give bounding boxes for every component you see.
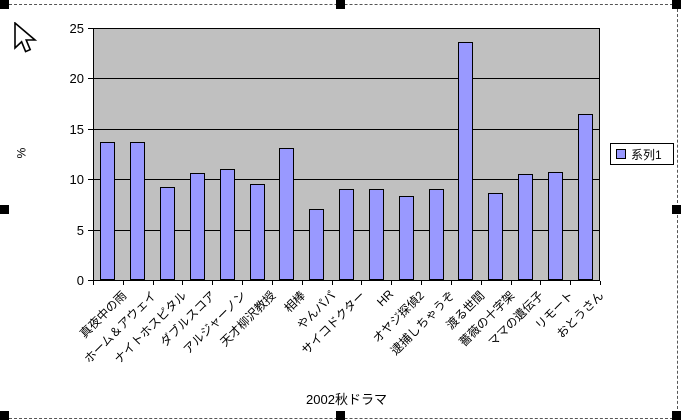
y-axis-tick-label: 10 bbox=[69, 172, 84, 187]
mouse-cursor-icon bbox=[14, 22, 38, 53]
chart-bar-オヤジ探偵2[interactable] bbox=[398, 196, 414, 280]
chart-bar-やんパパ[interactable] bbox=[309, 209, 325, 280]
x-axis-tick bbox=[391, 281, 392, 285]
x-axis-tick bbox=[272, 281, 273, 285]
gridline-10 bbox=[94, 179, 599, 180]
x-axis-tick bbox=[361, 281, 362, 285]
chart-bar-リモート[interactable] bbox=[547, 172, 563, 280]
x-axis-tick bbox=[93, 281, 94, 285]
selection-handle-bottom-right[interactable] bbox=[672, 411, 681, 420]
chart-bar-アルジャーノン[interactable] bbox=[219, 169, 235, 280]
gridline-20 bbox=[94, 78, 599, 79]
legend-series-marker bbox=[616, 149, 626, 159]
y-axis-tick bbox=[88, 280, 93, 281]
legend[interactable]: 系列1 bbox=[610, 143, 674, 165]
y-axis-tick-label: 20 bbox=[69, 71, 84, 86]
x-axis-tick bbox=[212, 281, 213, 285]
chart-bar-HR[interactable] bbox=[368, 189, 384, 280]
x-axis-tick bbox=[421, 281, 422, 285]
selection-handle-middle-right[interactable] bbox=[672, 205, 681, 214]
selection-handle-bottom-left[interactable] bbox=[0, 411, 9, 420]
chart-bar-ホーム＆アウェイ[interactable] bbox=[130, 141, 146, 280]
x-axis-title: 2002秋ドラマ bbox=[306, 392, 387, 407]
x-axis-tick bbox=[123, 281, 124, 285]
y-axis-tick-label: 15 bbox=[69, 122, 84, 137]
chart-bar-真夜中の雨[interactable] bbox=[100, 141, 116, 280]
chart-bar-サイコドクター[interactable] bbox=[339, 189, 354, 280]
x-axis-tick bbox=[302, 281, 303, 285]
y-axis-tick-label: 5 bbox=[76, 223, 84, 238]
y-axis-tick-label: 25 bbox=[69, 21, 84, 36]
x-axis-tick bbox=[242, 281, 243, 285]
gridline-15 bbox=[94, 129, 599, 130]
x-axis-tick bbox=[153, 281, 154, 285]
chart-bar-ナイトホスピタル[interactable] bbox=[160, 187, 176, 280]
chart-bar-ママの遺伝子[interactable] bbox=[517, 174, 533, 280]
selection-handle-top-right[interactable] bbox=[672, 0, 681, 9]
legend-series-label: 系列1 bbox=[631, 147, 662, 162]
selection-handle-top-left[interactable] bbox=[0, 0, 9, 9]
y-axis-tick bbox=[88, 230, 93, 231]
x-axis-tick bbox=[332, 281, 333, 285]
chart-bar-逮捕しちゃうぞ[interactable] bbox=[428, 189, 444, 280]
y-axis-tick bbox=[88, 179, 93, 180]
chart-bar-薔薇の十字架[interactable] bbox=[488, 193, 504, 280]
chart-bar-渡る世間[interactable] bbox=[458, 42, 474, 280]
y-axis-tick-label: 0 bbox=[76, 273, 84, 288]
x-axis-tick bbox=[570, 281, 571, 285]
y-axis-title: % bbox=[14, 147, 29, 159]
selection-handle-middle-left[interactable] bbox=[0, 205, 9, 214]
selection-handle-bottom-center[interactable] bbox=[336, 411, 345, 420]
x-axis-tick bbox=[540, 281, 541, 285]
chart-bar-ダブルスコア[interactable] bbox=[189, 173, 205, 280]
y-axis-tick bbox=[88, 129, 93, 130]
x-axis-tick bbox=[451, 281, 452, 285]
x-axis-tick bbox=[511, 281, 512, 285]
plot-area[interactable] bbox=[93, 28, 600, 281]
chart-bar-相棒[interactable] bbox=[279, 148, 295, 280]
y-axis-tick bbox=[88, 28, 93, 29]
x-axis-tick bbox=[600, 281, 601, 285]
y-axis-tick bbox=[88, 78, 93, 79]
x-axis-tick bbox=[182, 281, 183, 285]
selection-handle-top-center[interactable] bbox=[336, 0, 345, 9]
chart-bar-天才柳沢教授[interactable] bbox=[249, 184, 265, 280]
chart-bar-おとうさん[interactable] bbox=[577, 113, 593, 280]
x-axis-tick bbox=[481, 281, 482, 285]
